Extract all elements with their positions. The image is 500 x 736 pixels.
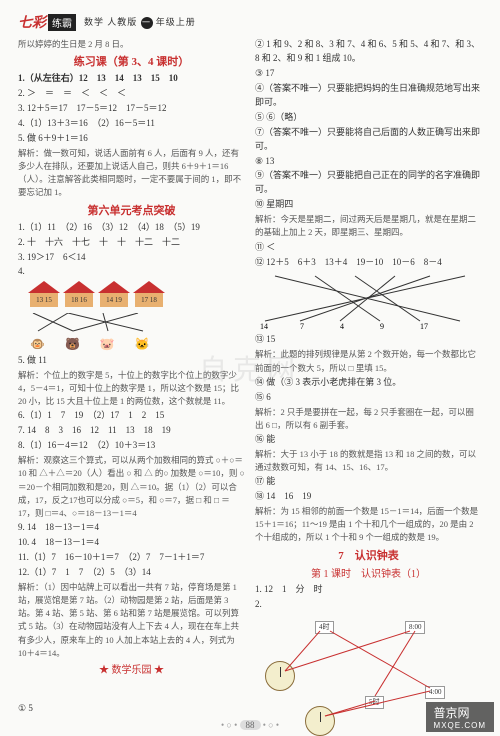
b1: 1.（1）11 （2）16 （3）12 （4）18 （5）19 bbox=[18, 221, 245, 235]
q5-note: 解析：做一数可知，说话人面前有 6 人，后面有 9 人，还有多少人在排队，还要加… bbox=[18, 147, 245, 200]
house-4: 17 18 bbox=[133, 281, 165, 311]
r11-note: 解析：此题的排列规律是从第 2 个数开始，每一个数都比它前面的一个数大 5，所以… bbox=[255, 348, 482, 374]
q4: 4.（1）13＋3＝16 （2）16－5＝11 bbox=[18, 117, 245, 131]
corner-left: ① 5 bbox=[18, 703, 33, 714]
svg-text:17: 17 bbox=[420, 322, 428, 331]
logo-cai: 彩 bbox=[32, 12, 46, 32]
footer-deco-l: • ○ • bbox=[221, 720, 237, 730]
r12: ⑭ 做（③ 3 表示小老虎排在第 3 位。 bbox=[255, 376, 482, 390]
pig-icon: 🐷 bbox=[100, 335, 115, 354]
logo-box: 练霸 bbox=[48, 14, 76, 31]
wm-main: 普京网 bbox=[434, 706, 470, 720]
page-header: 七 彩 练霸 数学 人教版 一 年级上册 bbox=[18, 12, 482, 32]
r4: ⑤ ⑥（略） bbox=[255, 111, 482, 125]
r8-note: 解析：今天是星期二，间过两天后是星期几，就是在星期二的基础上加上 2 天，即星期… bbox=[255, 213, 482, 239]
c11: 11.（1）7 16－10＋1＝7 （2）7 7－1＋1＝7 bbox=[18, 551, 245, 565]
b5: 5. 做 11 bbox=[18, 354, 245, 368]
house-2: 18 16 bbox=[63, 281, 95, 311]
r11: ⑬ 15 bbox=[255, 333, 482, 347]
right-subtitle3: 第 1 课时 认识钟表（1） bbox=[255, 567, 482, 583]
r3: ④（答案不唯一）只要能把妈妈的生日准确规范地写出来即可。 bbox=[255, 82, 482, 110]
wm-sub: MXQE.COM bbox=[434, 721, 486, 730]
r9: ⑪ ＜ bbox=[255, 241, 482, 255]
svg-text:14: 14 bbox=[260, 322, 268, 331]
left-title2: 第六单元考点突破 bbox=[18, 203, 245, 220]
monkey-icon: 🐵 bbox=[30, 335, 45, 354]
page: 自克网 七 彩 练霸 数学 人教版 一 年级上册 所以婷婷的生日是 2 月 8 … bbox=[0, 0, 500, 736]
content-columns: 所以婷婷的生日是 2 月 8 日。 练习课（第 3、4 课时） 1.（从左往右）… bbox=[18, 38, 482, 718]
bear-icon: 🐻 bbox=[65, 335, 80, 354]
cat-icon: 🐱 bbox=[135, 335, 150, 354]
r14-note: 解析：大于 13 小于 18 的数就是指 13 和 18 之间的数，可以通过数数… bbox=[255, 448, 482, 474]
svg-text:7: 7 bbox=[300, 322, 304, 331]
b3: 3. 19＞17 6＜14 bbox=[18, 251, 245, 265]
c6: 6.（1）1 7 19 （2）17 1 2 15 bbox=[18, 409, 245, 423]
r7: ⑨（答案不唯一）只要能把自己正在的同学的名字准确即可。 bbox=[255, 169, 482, 197]
q5: 5. 做 6＋9＋1＝16 bbox=[18, 132, 245, 146]
c8-note: 解析：观察这三个算式，可以从两个加数相同的算式 ○＋○＝10 和 △＋△＝20（… bbox=[18, 454, 245, 520]
c12-note: 解析：（1）因中站牌上可以看出一共有 7 站，停育场是第 1 站，展览馆是第 7… bbox=[18, 581, 245, 660]
footer-deco-r: • ○ • bbox=[263, 720, 279, 730]
r8: ⑩ 星期四 bbox=[255, 198, 482, 212]
left-title1: 练习课（第 3、4 课时） bbox=[18, 54, 245, 71]
r10: ⑫ 12＋5 6＋3 13＋4 19－10 10－6 8－4 bbox=[255, 256, 482, 270]
r2: ③ 17 bbox=[255, 67, 482, 81]
grade-tail: 年级上册 bbox=[156, 17, 196, 27]
page-number: 88 bbox=[240, 720, 261, 730]
left-column: 所以婷婷的生日是 2 月 8 日。 练习课（第 3、4 课时） 1.（从左往右）… bbox=[18, 38, 245, 718]
right-title3: 7 认识钟表 bbox=[255, 548, 482, 565]
star-section: ★ 数学乐园 ★ bbox=[18, 663, 245, 679]
c12: 12.（1）7 1 7 （2）5 （3）14 bbox=[18, 566, 245, 580]
houses-row: 13 15 18 16 14 19 17 18 bbox=[28, 281, 245, 311]
svg-text:9: 9 bbox=[380, 322, 384, 331]
r13-note: 解析：2 只手是要拼在一起，每 2 只手套圈在一起，可以圈出 6 □，所以有 6… bbox=[255, 406, 482, 432]
r6: ⑧ 13 bbox=[255, 155, 482, 169]
c10: 10. 4 18－13－1＝4 bbox=[18, 536, 245, 550]
c8: 8.（1）16－4＝12 （2）10＋3＝13 bbox=[18, 439, 245, 453]
grade-dot: 一 bbox=[141, 17, 153, 29]
animals-row: 🐵 🐻 🐷 🐱 bbox=[30, 335, 245, 354]
q2: 2. ＞ ＝ ＝ ＜ ＜ ＜ bbox=[18, 87, 245, 101]
site-watermark: 普京网 MXQE.COM bbox=[426, 702, 494, 732]
c9: 9. 14 18－13－1＝4 bbox=[18, 521, 245, 535]
logo: 七 彩 练霸 bbox=[18, 12, 76, 32]
q1: 1.（从左往右）12 13 14 13 15 10 bbox=[18, 72, 245, 86]
subject-text: 数学 人教版 bbox=[84, 17, 137, 27]
house-cross-lines bbox=[18, 313, 168, 333]
cross-diagram: 14 7 4 9 17 bbox=[255, 271, 475, 331]
right-column: ② 1 和 9、2 和 8、3 和 7、4 和 6、5 和 5、4 和 7、和 … bbox=[255, 38, 482, 718]
c7: 7. 14 8 3 16 12 11 13 18 19 bbox=[18, 424, 245, 438]
svg-text:4: 4 bbox=[340, 322, 344, 331]
b4: 4. bbox=[18, 265, 245, 279]
b2: 2. 十 十六 十七 十 十 十二 十二 bbox=[18, 236, 245, 250]
house-3: 14 19 bbox=[98, 281, 130, 311]
q3: 3. 12＋5＝17 17－5＝12 17－5＝12 bbox=[18, 102, 245, 116]
s1: 1. 12 1 分 时 bbox=[255, 583, 482, 597]
header-subject: 数学 人教版 一 年级上册 bbox=[84, 15, 196, 29]
r1: ② 1 和 9、2 和 8、3 和 7、4 和 6、5 和 5、4 和 7、和 … bbox=[255, 38, 482, 66]
r16-note: 解析：为 15 相邻的前面一个数是 15－1＝14，后面一个数是 15＋1＝16… bbox=[255, 505, 482, 545]
r15: ⑰ 能 bbox=[255, 475, 482, 489]
r5: ⑦（答案不唯一）只要能将自己后面的人数正确写出来即可。 bbox=[255, 126, 482, 154]
house-1: 13 15 bbox=[28, 281, 60, 311]
b5-note: 解析：个位上的数字是 5，十位上的数字比个位上的数字少 4，5－4＝1，可知十位… bbox=[18, 369, 245, 409]
r16: ⑱ 14 16 19 bbox=[255, 490, 482, 504]
left-topline: 所以婷婷的生日是 2 月 8 日。 bbox=[18, 38, 245, 51]
r14: ⑯ 能 bbox=[255, 433, 482, 447]
logo-qi: 七 bbox=[18, 12, 32, 32]
s2: 2. bbox=[255, 598, 482, 612]
r13: ⑮ 6 bbox=[255, 391, 482, 405]
